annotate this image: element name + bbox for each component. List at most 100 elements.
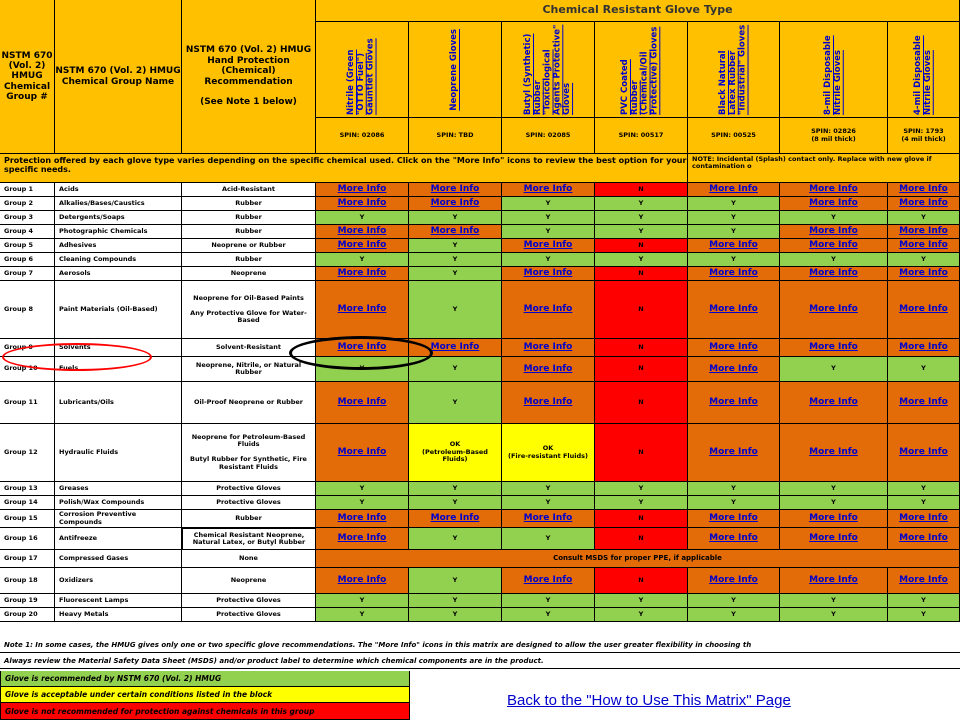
more-info-link[interactable]: More Info <box>523 363 573 374</box>
glove-name-link-5[interactable]: Black Natural Latex Rubber "Industrial" … <box>717 24 748 115</box>
more-info-link[interactable]: More Info <box>523 268 573 279</box>
row-7-glove-3[interactable]: More Info <box>502 267 595 281</box>
more-info-link[interactable]: More Info <box>337 513 387 524</box>
more-info-link[interactable]: More Info <box>709 304 758 315</box>
glove-name-link-3[interactable]: Butyl (Synthetic) Rubber "Toxicological … <box>522 24 572 115</box>
row-12-glove-1[interactable]: More Info <box>316 424 409 482</box>
row-2-glove-7[interactable]: More Info <box>888 197 960 211</box>
row-8-glove-7[interactable]: More Info <box>888 281 960 339</box>
glove-name-link-2[interactable]: Neoprene Gloves <box>449 28 460 111</box>
glove-name-6[interactable]: 8-mil Disposable Nitrile Gloves <box>780 22 888 118</box>
glove-name-link-1[interactable]: Nitrile (Green "OTTO Fuel") Gauntlet Glo… <box>346 38 376 115</box>
glove-name-3[interactable]: Butyl (Synthetic) Rubber "Toxicological … <box>502 22 595 118</box>
row-16-glove-7[interactable]: More Info <box>888 528 960 550</box>
row-8-glove-5[interactable]: More Info <box>688 281 780 339</box>
more-info-link[interactable]: More Info <box>809 447 858 458</box>
more-info-link[interactable]: More Info <box>809 268 858 279</box>
row-7-glove-7[interactable]: More Info <box>888 267 960 281</box>
more-info-link[interactable]: More Info <box>430 198 480 209</box>
more-info-link[interactable]: More Info <box>809 342 858 353</box>
more-info-link[interactable]: More Info <box>709 240 758 251</box>
more-info-link[interactable]: More Info <box>809 397 858 408</box>
more-info-link[interactable]: More Info <box>430 184 480 195</box>
glove-name-2[interactable]: Neoprene Gloves <box>409 22 502 118</box>
more-info-link[interactable]: More Info <box>809 304 858 315</box>
more-info-link[interactable]: More Info <box>709 533 758 544</box>
more-info-link[interactable]: More Info <box>523 240 573 251</box>
row-18-glove-6[interactable]: More Info <box>780 568 888 594</box>
row-1-glove-2[interactable]: More Info <box>409 183 502 197</box>
row-5-glove-5[interactable]: More Info <box>688 239 780 253</box>
row-9-glove-3[interactable]: More Info <box>502 339 595 357</box>
row-11-glove-1[interactable]: More Info <box>316 382 409 424</box>
more-info-link[interactable]: More Info <box>430 513 480 524</box>
row-9-glove-5[interactable]: More Info <box>688 339 780 357</box>
row-15-glove-1[interactable]: More Info <box>316 510 409 528</box>
row-2-glove-6[interactable]: More Info <box>780 197 888 211</box>
more-info-link[interactable]: More Info <box>899 304 948 315</box>
more-info-link[interactable]: More Info <box>337 397 387 408</box>
row-5-glove-1[interactable]: More Info <box>316 239 409 253</box>
row-18-glove-5[interactable]: More Info <box>688 568 780 594</box>
row-10-glove-3[interactable]: More Info <box>502 357 595 382</box>
row-15-glove-2[interactable]: More Info <box>409 510 502 528</box>
glove-name-link-4[interactable]: PVC Coated Rubber (Chemical/Oil Protecti… <box>620 26 660 115</box>
row-12-glove-5[interactable]: More Info <box>688 424 780 482</box>
row-12-glove-7[interactable]: More Info <box>888 424 960 482</box>
row-15-glove-3[interactable]: More Info <box>502 510 595 528</box>
more-info-link[interactable]: More Info <box>709 268 758 279</box>
row-9-glove-1[interactable]: More Info <box>316 339 409 357</box>
row-7-glove-6[interactable]: More Info <box>780 267 888 281</box>
glove-name-1[interactable]: Nitrile (Green "OTTO Fuel") Gauntlet Glo… <box>316 22 409 118</box>
row-5-glove-7[interactable]: More Info <box>888 239 960 253</box>
more-info-link[interactable]: More Info <box>523 575 573 586</box>
more-info-link[interactable]: More Info <box>337 533 387 544</box>
row-1-glove-6[interactable]: More Info <box>780 183 888 197</box>
more-info-link[interactable]: More Info <box>809 184 858 195</box>
glove-name-4[interactable]: PVC Coated Rubber (Chemical/Oil Protecti… <box>595 22 688 118</box>
more-info-link[interactable]: More Info <box>337 184 387 195</box>
row-15-glove-5[interactable]: More Info <box>688 510 780 528</box>
row-16-glove-1[interactable]: More Info <box>316 528 409 550</box>
row-7-glove-5[interactable]: More Info <box>688 267 780 281</box>
more-info-link[interactable]: More Info <box>523 513 573 524</box>
more-info-link[interactable]: More Info <box>899 575 948 586</box>
row-10-glove-5[interactable]: More Info <box>688 357 780 382</box>
more-info-link[interactable]: More Info <box>899 226 948 237</box>
more-info-link[interactable]: More Info <box>899 268 948 279</box>
row-15-glove-7[interactable]: More Info <box>888 510 960 528</box>
row-18-glove-3[interactable]: More Info <box>502 568 595 594</box>
row-16-glove-6[interactable]: More Info <box>780 528 888 550</box>
row-5-glove-3[interactable]: More Info <box>502 239 595 253</box>
more-info-link[interactable]: More Info <box>899 513 948 524</box>
row-9-glove-2[interactable]: More Info <box>409 339 502 357</box>
row-11-glove-3[interactable]: More Info <box>502 382 595 424</box>
more-info-link[interactable]: More Info <box>709 513 758 524</box>
row-8-glove-1[interactable]: More Info <box>316 281 409 339</box>
row-2-glove-1[interactable]: More Info <box>316 197 409 211</box>
row-2-glove-2[interactable]: More Info <box>409 197 502 211</box>
more-info-link[interactable]: More Info <box>809 226 858 237</box>
row-11-glove-5[interactable]: More Info <box>688 382 780 424</box>
row-1-glove-7[interactable]: More Info <box>888 183 960 197</box>
more-info-link[interactable]: More Info <box>523 304 573 315</box>
more-info-link[interactable]: More Info <box>709 342 758 353</box>
row-8-glove-6[interactable]: More Info <box>780 281 888 339</box>
more-info-link[interactable]: More Info <box>523 397 573 408</box>
more-info-link[interactable]: More Info <box>430 226 480 237</box>
more-info-link[interactable]: More Info <box>337 342 387 353</box>
row-9-glove-7[interactable]: More Info <box>888 339 960 357</box>
row-1-glove-1[interactable]: More Info <box>316 183 409 197</box>
row-18-glove-1[interactable]: More Info <box>316 568 409 594</box>
more-info-link[interactable]: More Info <box>899 240 948 251</box>
more-info-link[interactable]: More Info <box>337 198 387 209</box>
more-info-link[interactable]: More Info <box>709 184 758 195</box>
row-4-glove-6[interactable]: More Info <box>780 225 888 239</box>
more-info-link[interactable]: More Info <box>899 198 948 209</box>
more-info-link[interactable]: More Info <box>430 342 480 353</box>
row-1-glove-5[interactable]: More Info <box>688 183 780 197</box>
more-info-link[interactable]: More Info <box>809 240 858 251</box>
row-11-glove-7[interactable]: More Info <box>888 382 960 424</box>
row-5-glove-6[interactable]: More Info <box>780 239 888 253</box>
glove-name-link-7[interactable]: 4-mil Disposable Nitrile Gloves <box>912 35 933 115</box>
